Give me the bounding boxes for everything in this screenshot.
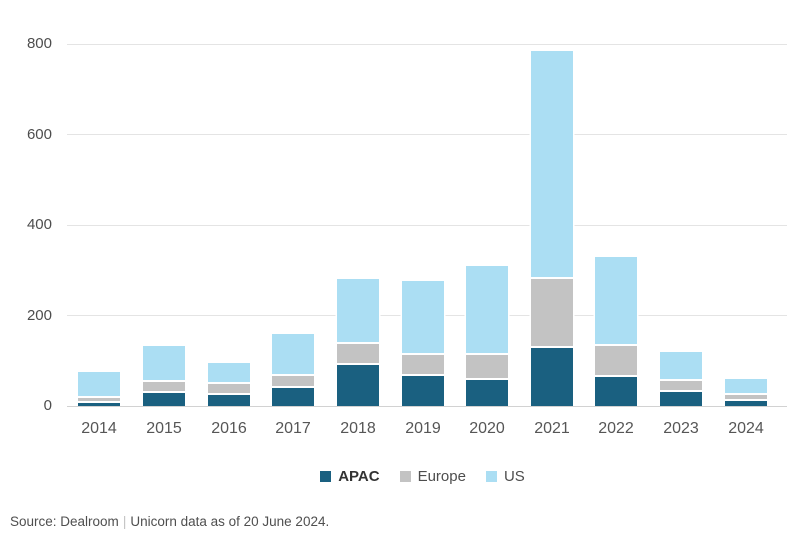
bar-2014 [78,372,120,406]
x-axis-label-2020: 2020 [469,420,505,437]
legend-item-us: US [485,468,525,485]
legend-label-us: US [503,468,525,485]
gridline-0 [67,405,787,407]
bar-2024-segment-us [725,379,767,394]
y-axis-label-800: 800 [26,35,52,52]
x-axis-label-2015: 2015 [146,420,182,437]
legend-swatch-apac [320,471,332,482]
bar-2023-segment-us [660,352,702,379]
bar-2016-segment-europe [208,382,250,393]
bar-2018 [337,279,379,406]
legend-label-apac: APAC [338,468,380,485]
bar-2014-segment-us [78,372,120,396]
x-axis-label-2022: 2022 [598,420,634,437]
x-axis-label-2019: 2019 [405,420,441,437]
bar-2021-segment-us [531,51,573,278]
x-axis-label-2024: 2024 [728,420,764,437]
bar-2024-segment-europe [725,393,767,399]
bar-2017-segment-us [272,334,314,374]
bar-2018-segment-apac [337,362,379,406]
x-axis-label-2018: 2018 [340,420,376,437]
x-axis-label-2017: 2017 [275,420,311,437]
bar-2022-segment-europe [595,343,637,376]
bar-2021-segment-europe [531,277,573,346]
bar-2021-segment-apac [531,345,573,406]
bar-2017-segment-apac [272,386,314,406]
bar-2020 [466,266,508,406]
bar-2018-segment-us [337,279,379,343]
bar-2024 [725,379,767,406]
bar-2017-segment-europe [272,373,314,387]
bar-2022 [595,257,637,406]
bar-2016-segment-apac [208,392,250,406]
legend-item-apac: APAC [320,468,380,485]
bar-2015 [143,346,185,406]
x-axis-label-2016: 2016 [211,420,247,437]
bar-2015-segment-europe [143,379,185,391]
bar-2021 [531,51,573,406]
bar-2020-segment-us [466,266,508,354]
bar-2014-segment-europe [78,395,120,402]
legend-label-europe: Europe [417,468,466,485]
bar-2016-segment-us [208,363,250,382]
bar-2020-segment-europe [466,353,508,378]
x-axis-label-2021: 2021 [534,420,570,437]
y-axis-label-600: 600 [26,125,52,143]
gridline-600 [67,134,787,135]
legend-swatch-europe [399,471,411,482]
bar-2023-segment-europe [660,378,702,390]
legend-item-europe: Europe [399,468,466,485]
gridline-800 [67,43,787,45]
bar-2023 [660,352,702,406]
bar-2018-segment-europe [337,342,379,363]
source-separator: | [122,514,127,529]
source-note: Source: Dealroom | Unicorn data as of 20 J… [10,514,329,529]
bar-2017 [272,334,314,406]
bar-2015-segment-us [143,346,185,380]
bar-2014-segment-apac [78,401,120,406]
bar-2019-segment-apac [402,374,444,406]
source-text: Unicorn data as of 20 June 2024. [130,514,330,529]
bar-2019-segment-us [402,281,444,354]
bar-2015-segment-apac [143,390,185,406]
source-label: Source: Dealroom [10,514,119,529]
bar-2024-segment-apac [725,398,767,406]
bar-2022-segment-apac [595,375,637,406]
x-axis-label-2014: 2014 [81,420,117,437]
x-axis-label-2023: 2023 [663,420,699,437]
bar-2020-segment-apac [466,378,508,406]
bar-2019 [402,281,444,406]
chart-legend: APAC Europe US [67,468,778,485]
gridline-400 [67,224,787,226]
bar-2016 [208,363,250,406]
y-axis-label-200: 200 [26,306,52,324]
y-axis-label-400: 400 [26,216,52,233]
bar-2022-segment-us [595,257,637,344]
y-axis-label-0: 0 [43,397,52,414]
bar-2023-segment-apac [660,389,702,406]
bar-2019-segment-europe [402,353,444,375]
legend-swatch-us [485,471,497,482]
